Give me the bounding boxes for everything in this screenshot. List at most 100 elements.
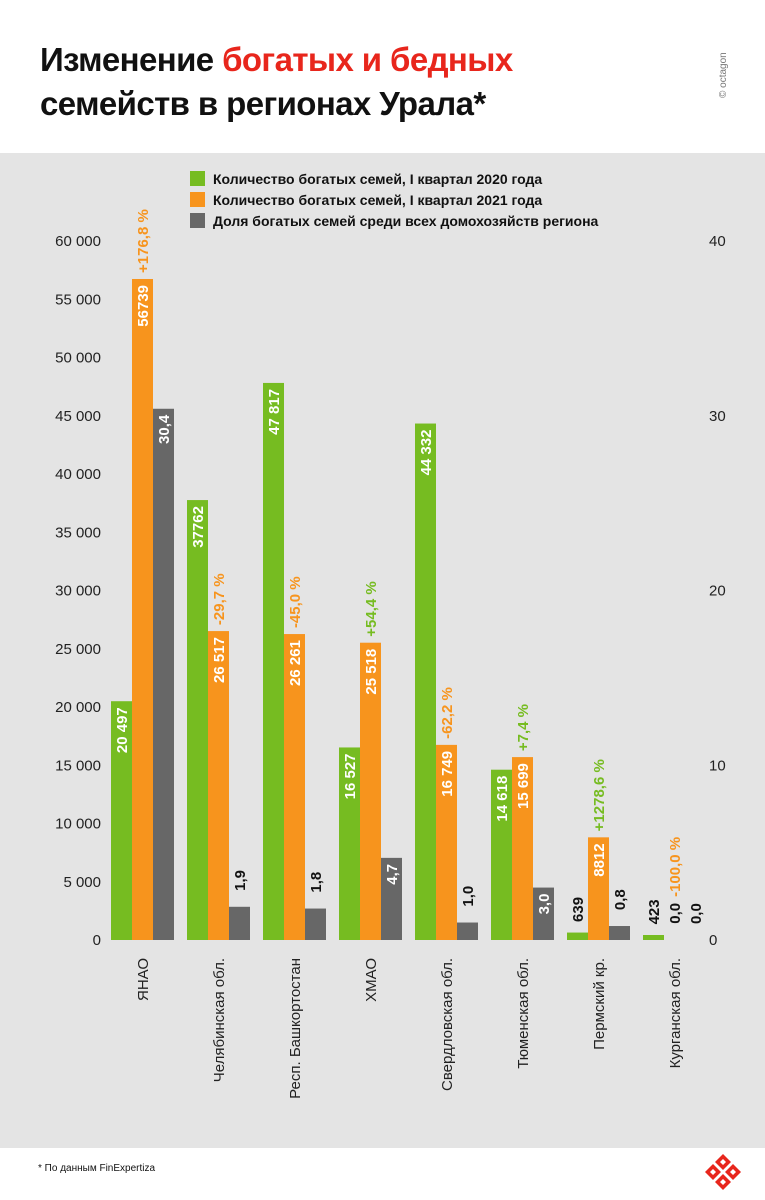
data-label: 14 618 [494,776,511,822]
bar-share [381,857,402,940]
y2-tick-label: 0 [709,932,717,949]
bar-share [305,908,326,940]
data-label: 1,8 [308,872,325,893]
bar-2020 [187,500,208,940]
bar-2021 [284,634,305,940]
title-line-2: семейств в регионах Урала* [40,85,486,122]
change-label: -45,0 % [287,576,304,628]
y-tick-label: 50 000 [55,350,101,367]
bar-2020 [643,935,664,940]
category-label: Респ. Башкортостан [287,958,304,1099]
legend-item-2021: Количество богатых семей, I квартал 2021… [190,189,598,210]
category-label: ХМАО [363,958,380,1002]
change-label: +176,8 % [135,209,152,273]
y2-tick-label: 10 [709,757,726,774]
change-label: -100,0 % [667,837,684,897]
category-label: Свердловская обл. [439,958,456,1091]
bar-chart: 0 5 000 10 000 15 000 20 000 25 000 30 000 35 0… [55,209,726,1099]
bar-share [457,922,478,940]
data-label: 26 261 [287,640,304,686]
legend-item-share: Доля богатых семей среди всех домохозяйс… [190,210,598,231]
legend-label-2020: Количество богатых семей, I квартал 2020… [213,170,543,187]
bar-2020 [339,747,360,940]
change-label: -62,2 % [439,687,456,739]
data-label: 15 699 [515,763,532,809]
footnote: * По данным FinExpertiza [38,1163,156,1174]
data-label: 47 817 [266,389,283,435]
data-label: 37762 [190,506,207,548]
data-label: 0,8 [612,889,629,910]
bar-2021 [360,642,381,940]
change-label: +1278,6 % [591,759,608,831]
data-label: 4,7 [384,864,401,885]
bar-2021 [132,278,153,940]
copyright-text: © octagon [718,52,729,98]
data-label: 56739 [135,285,152,327]
legend-swatch-orange [190,192,205,207]
y-tick-label: 60 000 [55,233,101,250]
data-label: 44 332 [418,430,435,476]
bar-share [609,926,630,940]
data-label: 20 497 [114,707,131,753]
bar-2020 [567,932,588,940]
change-label: +7,4 % [515,704,532,751]
y2-tick-label: 40 [709,233,726,250]
data-label: 639 [570,897,587,922]
data-label: 16 527 [342,753,359,799]
category-label: ЯНАО [135,958,152,1001]
data-label: 0,0 [667,903,684,924]
data-label: 25 518 [363,649,380,695]
page-title: Изменение богатых и бедных семейств в ре… [40,38,513,126]
title-plain: Изменение [40,41,223,78]
data-label: 8812 [591,843,608,876]
data-label: 26 517 [211,637,228,683]
y2-tick-label: 20 [709,583,726,600]
y-tick-label: 5 000 [63,874,101,891]
data-label: 16 749 [439,751,456,797]
y2-tick-label: 30 [709,408,726,425]
change-label: +54,4 % [363,581,380,636]
title-line-1: Изменение богатых и бедных [40,38,513,82]
y-tick-label: 45 000 [55,408,101,425]
bar-2021 [588,837,609,940]
bar-2021 [512,757,533,940]
legend-label-2021: Количество богатых семей, I квартал 2021… [213,191,543,208]
chart-panel [0,153,765,1148]
data-label: 30,4 [156,414,173,444]
legend-label-share: Доля богатых семей среди всех домохозяйс… [213,212,599,229]
legend-swatch-green [190,171,205,186]
bar-2021 [208,631,229,940]
legend-item-2020: Количество богатых семей, I квартал 2020… [190,168,598,189]
bar-2020 [111,701,132,940]
legend-swatch-gray [190,213,205,228]
octagon-logo-icon [705,1154,741,1190]
bar-2020 [263,382,284,940]
bar-share [533,887,554,940]
chart-legend: Количество богатых семей, I квартал 2020… [190,168,598,231]
y-tick-label: 55 000 [55,291,101,308]
category-label: Пермский кр. [591,958,608,1050]
y-tick-label: 15 000 [55,757,101,774]
data-label: 1,9 [232,870,249,891]
copyright-mark: © octagon [718,52,729,98]
title-highlight: богатых и бедных [222,41,513,78]
data-label: 423 [646,899,663,924]
data-label: 3,0 [536,894,553,915]
y-tick-label: 35 000 [55,524,101,541]
bar-2021 [436,744,457,940]
change-label: -29,7 % [211,573,228,625]
y-tick-label: 30 000 [55,583,101,600]
y-tick-label: 0 [93,932,101,949]
bar-share [229,906,250,940]
bar-2020 [415,423,436,940]
category-label: Тюменская обл. [515,958,532,1069]
data-label: 1,0 [460,886,477,907]
y-tick-label: 25 000 [55,641,101,658]
y-tick-label: 40 000 [55,466,101,483]
category-label: Челябинская обл. [211,958,228,1082]
y-tick-label: 10 000 [55,816,101,833]
data-label: 0,0 [688,903,705,924]
bar-share [153,408,174,940]
y-tick-label: 20 000 [55,699,101,716]
category-label: Курганская обл. [667,958,684,1068]
